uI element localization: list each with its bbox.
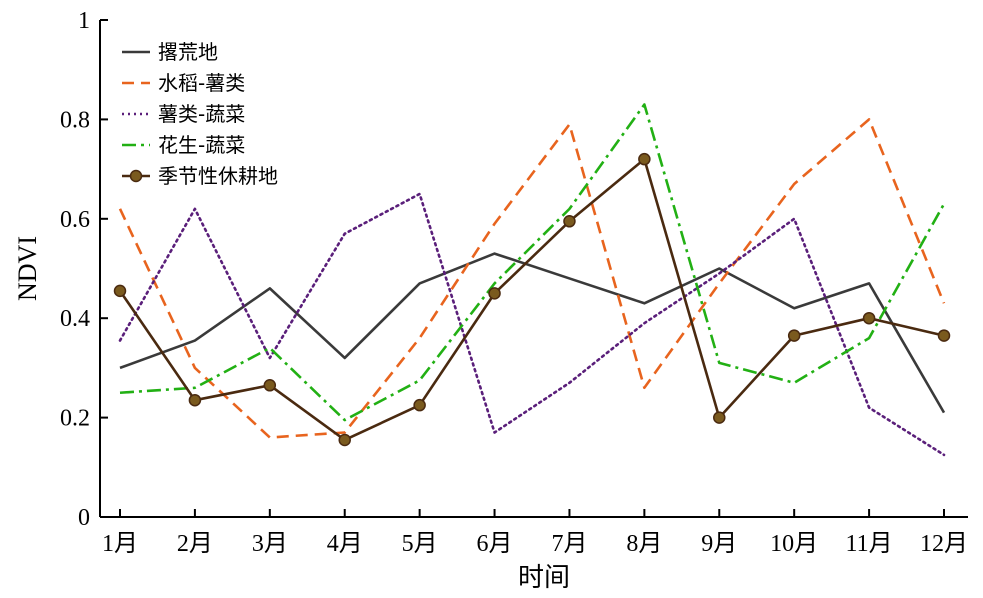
data-point bbox=[563, 215, 576, 228]
x-tick-label: 5月 bbox=[402, 531, 438, 557]
legend-label: 水稻-薯类 bbox=[158, 71, 245, 95]
data-point bbox=[263, 379, 277, 392]
series-3 bbox=[118, 192, 946, 457]
y-tick-label: 0.4 bbox=[60, 306, 90, 332]
data-point bbox=[937, 329, 951, 342]
x-tick-label: 10月 bbox=[770, 531, 818, 557]
series-line bbox=[118, 192, 946, 457]
x-tick-label: 1月 bbox=[102, 531, 138, 557]
y-axis-title: NDVI bbox=[13, 236, 42, 301]
x-tick-label: 2月 bbox=[177, 531, 213, 557]
series-layer bbox=[113, 103, 951, 457]
x-axis-title: 时间 bbox=[518, 563, 570, 592]
series-line bbox=[119, 252, 946, 414]
series-line bbox=[119, 103, 946, 422]
data-point bbox=[638, 152, 651, 166]
data-point bbox=[413, 398, 426, 412]
y-tick-label: 0.2 bbox=[60, 406, 90, 432]
data-point bbox=[113, 284, 127, 298]
x-tick-label: 7月 bbox=[551, 531, 587, 557]
data-point bbox=[488, 287, 501, 300]
legend-label: 花生-蔬菜 bbox=[158, 133, 245, 157]
legend-item: 水稻-薯类 bbox=[122, 71, 245, 95]
x-tick-label: 4月 bbox=[327, 531, 363, 557]
series-line bbox=[118, 157, 945, 442]
legend-label: 薯类-蔬菜 bbox=[158, 102, 245, 126]
series-1 bbox=[119, 252, 946, 414]
x-tick-label: 3月 bbox=[252, 531, 288, 557]
series-line bbox=[118, 118, 946, 439]
data-point bbox=[862, 311, 876, 325]
data-point bbox=[338, 433, 351, 447]
x-tick-label: 8月 bbox=[626, 531, 662, 557]
legend-label: 撂荒地 bbox=[158, 40, 218, 64]
legend-label: 季节性休耕地 bbox=[158, 164, 278, 188]
x-tick-label: 9月 bbox=[701, 531, 737, 557]
y-tick-label: 0.8 bbox=[60, 107, 90, 133]
y-tick-label: 1 bbox=[78, 8, 90, 34]
x-tick-label: 12月 bbox=[920, 531, 968, 557]
y-tick-label: 0 bbox=[78, 505, 90, 531]
legend-marker bbox=[129, 169, 143, 183]
data-point bbox=[787, 329, 801, 342]
y-tick-label: 0.6 bbox=[60, 207, 90, 233]
series-4 bbox=[119, 103, 946, 422]
data-point bbox=[713, 411, 726, 424]
data-point bbox=[188, 393, 202, 407]
legend-item: 季节性休耕地 bbox=[122, 164, 278, 188]
series-5 bbox=[113, 152, 951, 447]
x-tick-label: 6月 bbox=[477, 531, 513, 557]
legend-item: 撂荒地 bbox=[122, 40, 218, 64]
legend-item: 花生-蔬菜 bbox=[122, 133, 245, 157]
legend-item: 薯类-蔬菜 bbox=[122, 102, 245, 126]
series-2 bbox=[118, 118, 946, 439]
x-tick-label: 11月 bbox=[846, 531, 893, 557]
